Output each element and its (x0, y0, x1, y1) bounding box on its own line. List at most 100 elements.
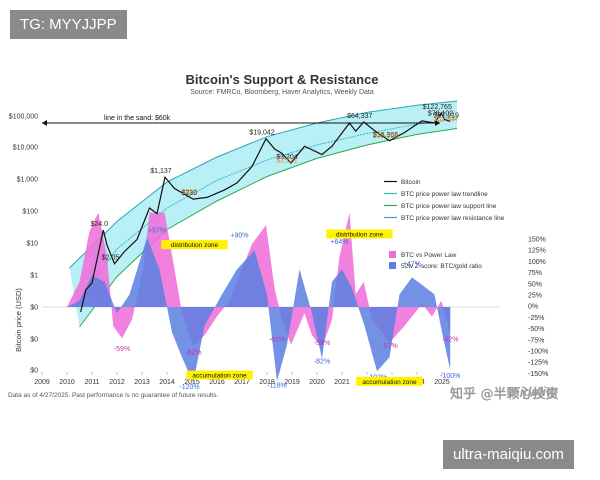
zone-highlight (186, 370, 253, 380)
pct-label: +64% (330, 239, 348, 246)
price-lines-layer: line in the sand: $60k (42, 112, 451, 313)
x-tick-label: 2010 (59, 379, 75, 386)
price-label: $1,137 (150, 168, 172, 175)
chart-subtitle: Source: FMRCo, Bloomberg, Haver Analytic… (190, 89, 374, 96)
pct-label: -100% (440, 373, 460, 380)
y-axis-label: Bitcoin price (USD) (14, 288, 23, 352)
zone-label: accumulation zone (192, 373, 247, 380)
price-label: $230 (181, 190, 197, 197)
y-left-tick-label: $0 (30, 305, 38, 312)
x-tick-label: 2025 (434, 379, 450, 386)
chart-title: Bitcoin's Support & Resistance (185, 72, 378, 87)
x-tick-label: 2016 (209, 379, 225, 386)
legend-label: BTC vs Power Law (401, 252, 457, 259)
y-right-tick-label: -25% (528, 315, 544, 322)
pct-label: +97% (148, 228, 166, 235)
zone-highlight (356, 376, 423, 386)
zone-label: distribution zone (171, 242, 219, 249)
price-label: $24.0 (90, 221, 108, 228)
sand-line-label: line in the sand: $60k (104, 115, 171, 122)
pct-label: -120% (179, 384, 199, 391)
y-left-tick-label: $100 (22, 209, 38, 216)
pct-label: -57% (381, 343, 397, 350)
price-label: $52,467 (434, 116, 459, 123)
pct-label: -61% (269, 337, 285, 344)
y-right-tick-label: 50% (528, 281, 542, 288)
x-tick-label: 2014 (159, 379, 175, 386)
price-label: $2,521 (276, 157, 298, 164)
price-label: $252 (181, 189, 197, 196)
y-left-tick-label: $100,000 (9, 114, 38, 121)
y-right-tick-label: 100% (528, 259, 546, 266)
x-tick-label: 2011 (84, 379, 99, 386)
annotation-layer: $24.0 $2.05 $1,137 $230$252 $19,042 $3,204$2,… (90, 104, 460, 391)
x-tick-label: 2020 (309, 379, 325, 386)
price-label: $2.05 (102, 255, 120, 262)
zone-label: accumulation zone (362, 379, 417, 386)
y-left-tick-label: $10 (26, 241, 38, 248)
price-label: $64,337 (347, 113, 372, 120)
pct-label: -53% (314, 340, 330, 347)
y-right-tick-label: 125% (528, 248, 546, 255)
footnote: Data as of 4/27/2025. Past performance i… (8, 392, 218, 399)
pct-label: -82% (314, 359, 330, 366)
price-label: $15,008 (373, 133, 398, 140)
zone-label: distribution zone (336, 231, 384, 238)
y-right-tick-label: 0% (528, 304, 538, 311)
legend-area-swatch (389, 251, 396, 258)
price-label: $16,366 (373, 132, 398, 139)
bitcoin-price-line (80, 112, 451, 313)
telegram-watermark-badge: TG: MYYJJPP (10, 10, 127, 39)
price-label: $19,042 (249, 130, 274, 137)
btc-gold-zscore-area (67, 237, 451, 383)
sand-line-arrow-left (42, 119, 47, 126)
y-left-tick-label: $10,000 (13, 145, 38, 152)
resistance-line (69, 100, 458, 269)
legend-label: BTC price power law support line (401, 203, 497, 210)
y-left-tick-label: $1 (30, 273, 38, 280)
y-right-tick-label: -100% (528, 349, 548, 356)
y-left-tick-label: $0 (30, 368, 38, 375)
price-label: $3,204 (276, 154, 298, 161)
y-left-tick-label: $0 (30, 337, 38, 344)
brand-watermark: Fidelity (512, 384, 558, 399)
y-right-tick-label: -75% (528, 337, 544, 344)
pct-label: +47% (403, 261, 421, 268)
legend-label: Bitcoin (401, 179, 421, 186)
legend-label: BTC price power law resistance line (401, 215, 505, 222)
y-left-tick-label: $1,000 (17, 177, 39, 184)
legend-label: BTC price power law trendline (401, 191, 488, 198)
pct-label: -62% (185, 349, 201, 356)
y-right-tick-label: 150% (528, 237, 546, 244)
platform-watermark: 知乎 @半颗心投资 (450, 387, 559, 402)
legend-label: 52w Z-score: BTC/gold ratio (401, 263, 482, 270)
x-tick-label: 2021 (334, 379, 350, 386)
zone-highlight (161, 240, 228, 250)
pct-label: -59% (114, 346, 130, 353)
x-tick-label: 2009 (34, 379, 50, 386)
price-label: $67,219 (434, 112, 459, 119)
pct-label: -42% (442, 337, 458, 344)
x-tick-label: 2015 (184, 379, 200, 386)
x-tick-label: 2017 (234, 379, 250, 386)
y-right-tick-label: 75% (528, 270, 542, 277)
y-right-tick-label: -150% (528, 371, 548, 378)
legend-area-swatch (389, 262, 396, 269)
legend-layer: Bitcoin BTC price power law trendline BTC … (384, 179, 505, 270)
y-right-tick-label: -50% (528, 326, 544, 333)
x-tick-label: 2013 (134, 379, 150, 386)
trend-line (76, 118, 458, 303)
zone-highlight (326, 229, 393, 239)
pct-label: +90% (230, 233, 248, 240)
y-right-tick-label: 25% (528, 293, 542, 300)
price-label: $122,765 (423, 104, 452, 111)
x-tick-label: 2012 (109, 379, 125, 386)
axes-layer: $100,000 $10,000 $1,000 $100 $10 $1 $0 $0 $0 150%… (9, 114, 548, 387)
y-right-tick-label: -125% (528, 360, 548, 367)
site-url-badge: ultra-maiqiu.com (443, 440, 574, 469)
support-line (79, 128, 458, 328)
x-tick-label: 2018 (259, 379, 275, 386)
price-label: $78,102 (428, 110, 453, 117)
x-tick-label: 2019 (284, 379, 300, 386)
